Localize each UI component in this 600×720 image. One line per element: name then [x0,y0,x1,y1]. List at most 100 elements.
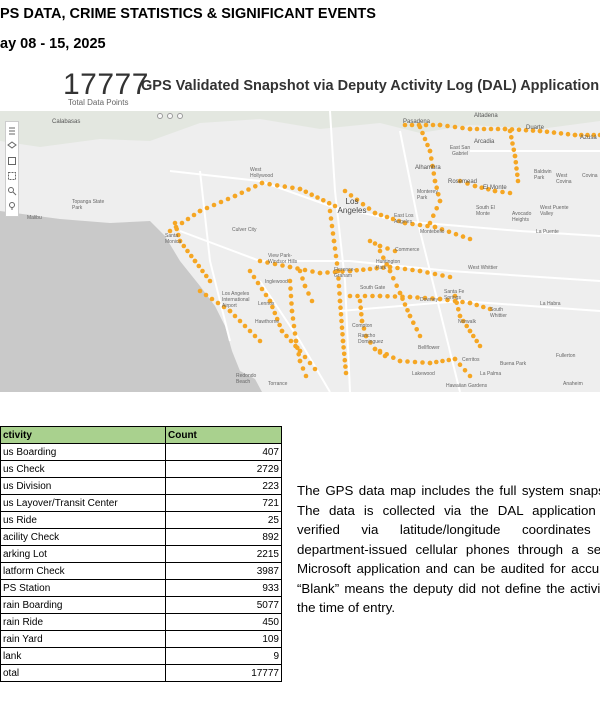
gps-marker [597,132,600,138]
gps-marker [360,201,366,207]
gps-marker [167,228,173,234]
gps-marker [585,132,590,138]
gps-marker [425,270,430,275]
gps-marker [477,343,483,349]
gps-marker [381,255,386,260]
gps-marker [339,318,344,324]
layers-icon[interactable] [7,141,17,151]
gps-marker [487,306,493,312]
gps-marker [422,136,428,142]
gps-marker [507,190,513,196]
count-cell: 17777 [165,664,282,682]
gps-marker [430,163,435,169]
activity-cell: PS Station [0,579,166,597]
map-label-pasadena: Pasadena [403,119,431,125]
map-label-fullerton: Fullerton [556,353,576,359]
map-label-santa-monica: Santa Monica [165,233,182,245]
map-label-lakewood: Lakewood [412,371,435,377]
activity-cell: rain Boarding [0,596,166,614]
gps-marker [242,323,248,329]
gps-marker [253,184,258,189]
map-label-lennox: Lennox [258,301,275,307]
activity-cell: us Ride [0,511,166,529]
refresh-icon[interactable] [167,113,173,119]
table-row: PS Station 933 [0,579,282,597]
gps-marker [331,238,337,244]
gps-marker [265,260,270,265]
gps-marker [232,313,238,319]
map-label-la-habra: La Habra [540,301,561,307]
gps-marker [452,356,458,362]
gps-marker [357,298,363,304]
gps-marker [381,265,386,270]
gps-marker [417,333,423,339]
gps-marker [422,295,428,301]
search-icon[interactable] [7,186,17,196]
gps-marker [405,308,410,313]
list-icon[interactable] [7,126,17,136]
gps-marker [387,264,393,270]
gps-marker [317,270,323,276]
gps-marker [251,274,257,280]
table-row: us Layover/Transit Center 721 [0,494,282,512]
gps-marker [302,354,308,360]
activity-count-table: ctivity Count us Boarding 407 us Check 2729… [0,426,282,682]
gps-activity-map[interactable]: Calabasas Pasadena Altadena Arcadia Duar… [0,111,600,392]
location-icon[interactable] [7,201,17,211]
gps-marker [464,323,470,329]
gps-marker [172,220,178,226]
table-row: rain Ride 450 [0,613,282,631]
map-label-west-puente-valley: West Puente Valley [540,205,569,217]
gps-marker [370,293,375,299]
gps-marker [400,296,405,302]
gps-marker [347,293,353,299]
gps-marker [347,268,353,274]
gps-marker [332,203,338,209]
gps-marker [337,298,343,304]
gps-marker [329,223,335,229]
gps-marker [354,268,360,273]
count-cell: 892 [165,528,282,546]
gps-marker [523,127,529,133]
activity-cell: us Division [0,477,166,495]
select-icon[interactable] [7,156,17,166]
gps-marker [221,304,227,310]
table-row: otal 17777 [0,664,282,682]
gps-marker [270,304,275,310]
gps-marker [452,293,458,299]
gps-marker [431,171,437,176]
gps-marker [293,343,298,349]
gps-marker [192,258,198,264]
table-header-row: ctivity Count [0,426,282,444]
gps-marker [287,278,293,284]
gps-marker [338,312,344,317]
map-view-controls [157,113,183,123]
gps-marker [467,236,473,242]
gps-marker [591,132,597,138]
count-cell: 450 [165,613,282,631]
gps-marker [486,187,491,192]
map-label-santa-fe-springs: Santa Fe Springs [444,289,465,301]
gps-marker [431,213,436,218]
gps-marker [272,310,278,316]
gps-marker [420,360,425,365]
gps-marker [479,185,485,190]
zoom-icon[interactable] [157,113,163,119]
gps-marker [417,124,423,130]
gps-marker [197,288,203,294]
gps-marker [415,295,420,300]
gps-marker [495,126,501,132]
table-row: rain Yard 109 [0,630,282,648]
ocean-area [0,211,262,392]
gps-marker [425,142,430,148]
gps-marker [263,292,269,298]
fullscreen-icon[interactable] [177,113,183,119]
gps-marker [300,366,306,371]
gps-marker [177,238,183,244]
map-label-florence: Florence-Graham [334,267,356,279]
map-label-redondo: Redondo Beach [236,373,257,385]
lasso-icon[interactable] [7,171,17,181]
gps-marker [530,128,536,133]
gps-marker [207,278,213,284]
gps-marker [355,293,360,299]
